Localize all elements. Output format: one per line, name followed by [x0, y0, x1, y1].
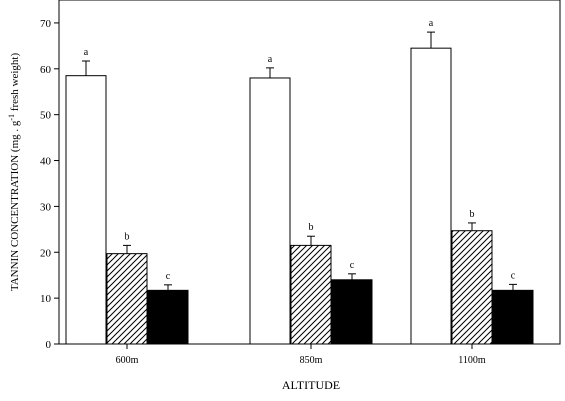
x-tick-label: 850m [300, 355, 323, 366]
bar-groups: a b c a b c a b c [65, 18, 534, 345]
y-axis-label-main: TANNIN CONCENTRATION (mg . g [9, 120, 21, 291]
bar [290, 244, 332, 345]
y-tick-label: 70 [40, 18, 52, 30]
y-tick-label: 60 [40, 64, 52, 76]
significance-letter: b [309, 222, 314, 233]
y-tick-label: 0 [46, 339, 52, 351]
y-tick-label: 10 [40, 293, 52, 305]
x-tick-label: 1100m [458, 355, 486, 366]
y-axis-label-suffix: fresh weight) [9, 53, 21, 114]
significance-letter: c [350, 260, 355, 271]
y-tick-label: 40 [40, 156, 52, 168]
significance-letter: b [470, 209, 475, 220]
bar [451, 230, 493, 345]
bar [492, 289, 534, 345]
significance-letter: b [125, 231, 130, 242]
bar [65, 75, 107, 345]
bar-group-850m: a b c [249, 54, 373, 345]
x-axis: 600m 850m 1100m [116, 344, 486, 366]
bar [106, 253, 148, 345]
significance-letter: a [84, 47, 89, 58]
bar-group-1100m: a b c [410, 18, 534, 345]
y-tick-label: 20 [40, 247, 52, 259]
bar [147, 289, 189, 345]
y-axis-label: TANNIN CONCENTRATION (mg . g-1 fresh wei… [7, 53, 21, 292]
y-tick-label: 30 [40, 201, 52, 213]
significance-letter: c [166, 271, 171, 282]
y-axis: 0 10 20 30 40 50 60 70 [40, 18, 59, 351]
x-axis-label: ALTITUDE [282, 378, 340, 392]
bar [331, 279, 373, 345]
bar [410, 47, 452, 345]
bar [249, 77, 291, 345]
significance-letter: c [511, 270, 516, 281]
bar-group-600m: a b c [65, 47, 189, 345]
y-axis-label-superscript: -1 [7, 114, 16, 121]
y-tick-label: 50 [40, 110, 52, 122]
significance-letter: a [268, 54, 273, 65]
significance-letter: a [429, 18, 434, 29]
x-tick-label: 600m [116, 355, 139, 366]
